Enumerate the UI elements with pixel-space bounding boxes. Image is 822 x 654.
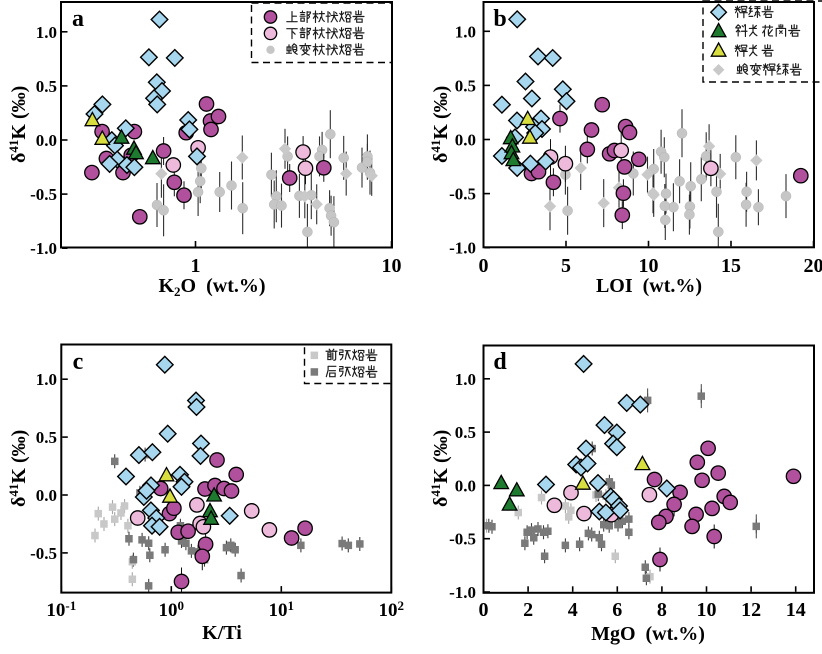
svg-text:1: 1 — [191, 255, 201, 277]
svg-text:LOI (wt.%): LOI (wt.%) — [596, 275, 702, 297]
svg-text:-0.5: -0.5 — [449, 530, 476, 549]
svg-text:0: 0 — [479, 255, 489, 277]
svg-text:6: 6 — [612, 599, 622, 621]
svg-text:0: 0 — [479, 599, 489, 621]
svg-text:MgO (wt.%): MgO (wt.%) — [591, 623, 705, 645]
svg-text:0.5: 0.5 — [455, 76, 476, 95]
svg-text:a: a — [72, 6, 84, 32]
svg-text:0.0: 0.0 — [36, 486, 57, 505]
svg-text:0.0: 0.0 — [36, 131, 57, 150]
svg-text:0.5: 0.5 — [36, 428, 57, 447]
svg-text:1.0: 1.0 — [36, 23, 57, 42]
svg-text:4: 4 — [568, 599, 578, 621]
svg-text:-1.0: -1.0 — [449, 583, 476, 602]
svg-text:c: c — [73, 349, 84, 375]
svg-text:1.0: 1.0 — [36, 370, 57, 389]
svg-text:1.0: 1.0 — [455, 22, 476, 41]
svg-text:d: d — [493, 349, 507, 375]
svg-text:0.0: 0.0 — [455, 131, 476, 150]
svg-text:14: 14 — [786, 599, 806, 621]
svg-text:b: b — [493, 6, 506, 32]
svg-text:-0.5: -0.5 — [30, 544, 57, 563]
svg-text:-0.5: -0.5 — [30, 185, 57, 204]
svg-text:0.0: 0.0 — [455, 476, 476, 495]
svg-text:8: 8 — [657, 599, 667, 621]
svg-text:2: 2 — [523, 599, 533, 621]
svg-text:-0.5: -0.5 — [449, 185, 476, 204]
svg-text:K/Ti: K/Ti — [202, 622, 242, 644]
svg-text:-1.0: -1.0 — [449, 239, 476, 258]
svg-text:-1.0: -1.0 — [30, 239, 57, 258]
svg-text:5: 5 — [561, 255, 571, 277]
svg-text:0.5: 0.5 — [455, 423, 476, 442]
svg-text:10: 10 — [639, 255, 659, 277]
svg-text:0.5: 0.5 — [36, 77, 57, 96]
svg-text:10: 10 — [697, 599, 717, 621]
svg-text:15: 15 — [721, 255, 741, 277]
svg-text:1.0: 1.0 — [455, 370, 476, 389]
svg-text:12: 12 — [741, 599, 761, 621]
svg-text:10: 10 — [382, 255, 402, 277]
svg-text:20: 20 — [804, 255, 822, 277]
